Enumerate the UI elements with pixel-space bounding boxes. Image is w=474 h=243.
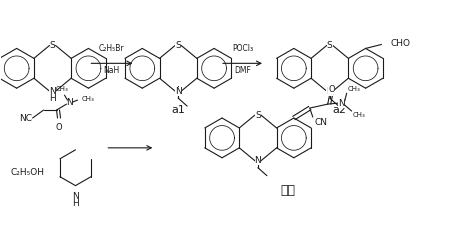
Text: a1: a1: [171, 105, 185, 115]
Text: C₂H₅Br: C₂H₅Br: [99, 44, 125, 53]
Text: NC: NC: [18, 113, 32, 122]
Text: CN: CN: [315, 119, 328, 128]
Text: N: N: [66, 98, 73, 107]
Text: CHO: CHO: [391, 39, 410, 48]
Text: CH₃: CH₃: [353, 112, 365, 118]
Text: N: N: [72, 191, 79, 201]
Text: DMF: DMF: [234, 66, 251, 75]
Text: H: H: [49, 94, 56, 103]
Text: H: H: [72, 199, 79, 208]
Text: POCl₃: POCl₃: [232, 44, 253, 53]
Text: N: N: [49, 87, 56, 96]
Text: N: N: [338, 99, 345, 108]
Text: C₂H₅OH: C₂H₅OH: [11, 168, 45, 177]
Text: CH₃: CH₃: [55, 86, 68, 92]
Text: S: S: [255, 111, 261, 120]
Text: 探针: 探针: [280, 184, 295, 197]
Text: O: O: [328, 85, 335, 94]
Text: S: S: [327, 41, 333, 50]
Text: N: N: [255, 156, 261, 165]
Text: S: S: [175, 41, 181, 50]
Text: N: N: [327, 87, 333, 96]
Text: S: S: [50, 41, 55, 50]
Text: O: O: [55, 123, 62, 132]
Text: a2: a2: [333, 105, 346, 115]
Text: NaH: NaH: [104, 66, 120, 75]
Text: CH₃: CH₃: [82, 96, 94, 102]
Text: N: N: [175, 87, 182, 96]
Text: CH₃: CH₃: [347, 86, 360, 92]
